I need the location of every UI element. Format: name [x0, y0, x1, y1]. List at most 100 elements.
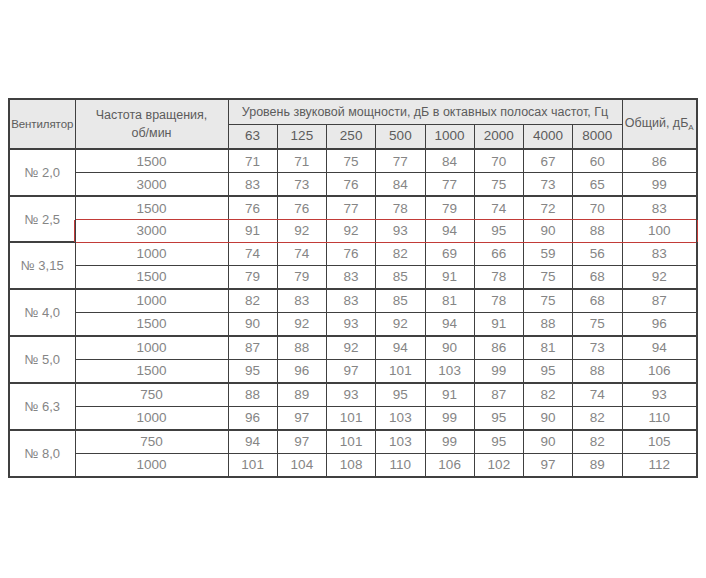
table-row: № 2,01500717175778470676086: [9, 149, 697, 173]
level-cell: 103: [376, 406, 425, 430]
level-cell: 84: [376, 173, 425, 197]
level-cell: 103: [425, 359, 474, 383]
speed-cell: 1000: [75, 242, 228, 265]
table-row: № 2,51500767677787974727083: [9, 196, 697, 220]
header-levels: Уровень звуковой мощности, дБ в октавных…: [228, 99, 622, 124]
level-cell: 75: [474, 173, 523, 197]
speed-cell: 1000: [75, 336, 228, 360]
level-cell: 104: [277, 453, 326, 477]
table-row: 1000969710110399959082110: [9, 406, 697, 430]
level-cell: 85: [376, 265, 425, 289]
speed-cell: 750: [75, 430, 228, 454]
header-frequency: 250: [327, 124, 376, 149]
level-cell: 110: [376, 453, 425, 477]
level-cell: 78: [376, 196, 425, 220]
table-row: 1500959697101103999588106: [9, 359, 697, 383]
level-cell: 72: [524, 196, 573, 220]
level-cell: 96: [228, 406, 277, 430]
level-cell: 95: [524, 359, 573, 383]
level-cell: 87: [228, 336, 277, 360]
level-cell: 86: [474, 336, 523, 360]
header-speed: Частота вращения, об/мин: [75, 99, 228, 149]
level-cell: 90: [524, 430, 573, 454]
level-cell: 82: [524, 383, 573, 407]
level-cell: 81: [524, 336, 573, 360]
level-cell: 82: [573, 430, 622, 454]
level-cell: 101: [228, 453, 277, 477]
level-cell: 66: [474, 242, 523, 265]
level-cell: 97: [327, 359, 376, 383]
table-row: № 8,0750949710110399959082105: [9, 430, 697, 454]
level-cell: 77: [376, 149, 425, 173]
level-cell: 69: [425, 242, 474, 265]
level-cell: 77: [327, 196, 376, 220]
total-cell: 83: [622, 242, 697, 265]
level-cell: 81: [425, 289, 474, 313]
level-cell: 88: [573, 220, 622, 243]
level-cell: 65: [573, 173, 622, 197]
table-body: № 2,015007171757784706760863000837376847…: [9, 149, 697, 477]
level-cell: 74: [573, 383, 622, 407]
table-row: № 6,3750888993959187827493: [9, 383, 697, 407]
total-cell: 105: [622, 430, 697, 454]
table-row: 10001011041081101061029789112: [9, 453, 697, 477]
level-cell: 78: [474, 265, 523, 289]
level-cell: 91: [425, 265, 474, 289]
total-cell: 87: [622, 289, 697, 313]
level-cell: 108: [327, 453, 376, 477]
table-row: № 4,01000828383858178756887: [9, 289, 697, 313]
level-cell: 82: [573, 406, 622, 430]
total-cell: 94: [622, 336, 697, 360]
fan-label-cell: № 3,15: [9, 242, 75, 288]
level-cell: 94: [228, 430, 277, 454]
speed-cell: 1000: [75, 453, 228, 477]
total-cell: 106: [622, 359, 697, 383]
level-cell: 82: [376, 242, 425, 265]
level-cell: 70: [474, 149, 523, 173]
level-cell: 74: [228, 242, 277, 265]
level-cell: 94: [376, 336, 425, 360]
level-cell: 68: [573, 265, 622, 289]
table-row: 1500797983859178756892: [9, 265, 697, 289]
table-header: Вентилятор Частота вращения, об/мин Уров…: [9, 99, 697, 149]
fan-label-cell: № 2,0: [9, 149, 75, 196]
level-cell: 95: [474, 430, 523, 454]
level-cell: 91: [228, 220, 277, 243]
fan-label-cell: № 4,0: [9, 289, 75, 336]
total-cell: 86: [622, 149, 697, 173]
level-cell: 91: [474, 312, 523, 336]
level-cell: 85: [376, 289, 425, 313]
header-fan: Вентилятор: [9, 99, 75, 149]
level-cell: 94: [425, 312, 474, 336]
level-cell: 83: [327, 265, 376, 289]
level-cell: 92: [327, 220, 376, 243]
level-cell: 95: [474, 220, 523, 243]
level-cell: 74: [277, 242, 326, 265]
level-cell: 91: [425, 383, 474, 407]
level-cell: 59: [524, 242, 573, 265]
total-cell: 112: [622, 453, 697, 477]
level-cell: 101: [327, 430, 376, 454]
speed-cell: 1000: [75, 406, 228, 430]
level-cell: 90: [524, 406, 573, 430]
level-cell: 73: [277, 173, 326, 197]
total-cell: 110: [622, 406, 697, 430]
header-frequency: 2000: [474, 124, 523, 149]
level-cell: 97: [277, 406, 326, 430]
level-cell: 78: [474, 289, 523, 313]
level-cell: 92: [376, 312, 425, 336]
speed-cell: 1500: [75, 196, 228, 220]
level-cell: 83: [327, 289, 376, 313]
speed-cell: 750: [75, 383, 228, 407]
level-cell: 93: [327, 312, 376, 336]
level-cell: 75: [524, 265, 573, 289]
fan-label-cell: № 6,3: [9, 383, 75, 430]
level-cell: 92: [327, 336, 376, 360]
level-cell: 96: [277, 359, 326, 383]
level-cell: 76: [277, 196, 326, 220]
level-cell: 102: [474, 453, 523, 477]
level-cell: 99: [425, 406, 474, 430]
level-cell: 77: [425, 173, 474, 197]
level-cell: 88: [573, 359, 622, 383]
level-cell: 82: [228, 289, 277, 313]
